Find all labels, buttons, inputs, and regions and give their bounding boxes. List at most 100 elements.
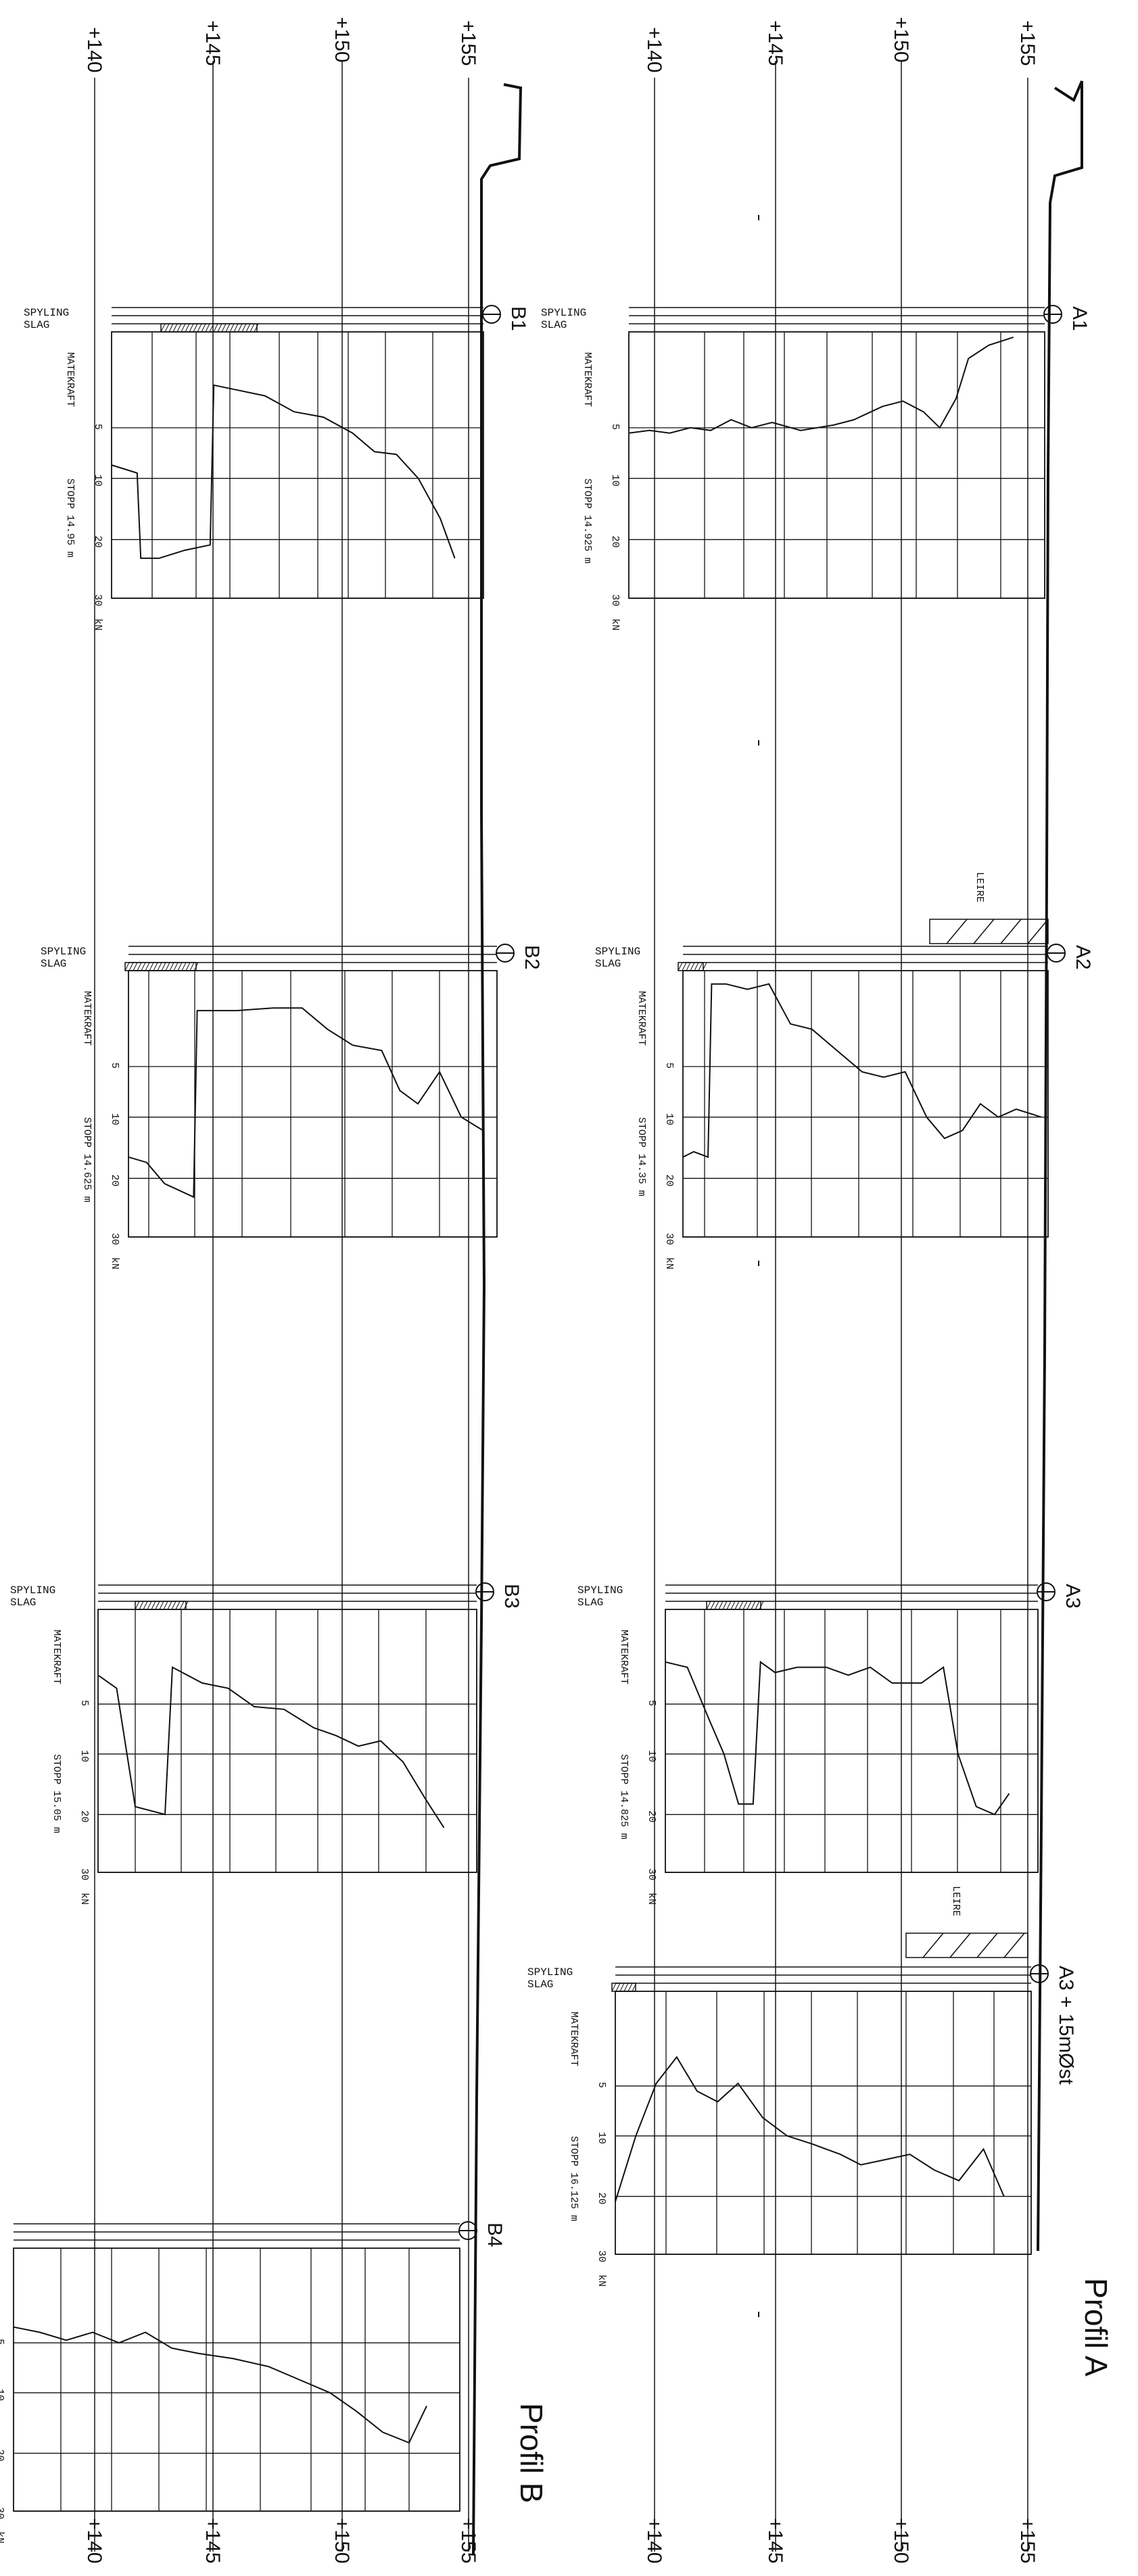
hatch-mark xyxy=(135,1601,140,1610)
hatch-mark xyxy=(167,1601,172,1610)
resistance-curve xyxy=(128,1007,483,1198)
stopp-label: STOPP 14.95 m xyxy=(64,479,76,558)
force-tick-label: 20 xyxy=(78,1810,90,1822)
hatch-mark xyxy=(759,1601,764,1610)
hatch-mark xyxy=(181,962,187,971)
hatch-mark xyxy=(690,962,695,971)
stopp-label: STOPP 15.05 m xyxy=(51,1754,62,1833)
force-tick-label: 5 xyxy=(109,1063,120,1069)
hatch-mark xyxy=(718,1601,724,1610)
hatch-mark xyxy=(221,323,227,333)
hatch-mark xyxy=(193,323,198,333)
force-tick-label: 5 xyxy=(0,2339,5,2345)
hatch-mark xyxy=(245,323,251,333)
hatch-mark xyxy=(632,1983,637,1992)
hatch-mark xyxy=(164,323,170,333)
hatch-mark xyxy=(694,962,699,971)
hatch-mark xyxy=(710,1601,715,1610)
leire-hatch xyxy=(1003,1933,1025,1958)
hatch-mark xyxy=(157,962,162,971)
sounding-id: B4 xyxy=(483,2222,506,2247)
force-tick-label: 30 xyxy=(0,2507,5,2519)
hatch-mark xyxy=(165,962,170,971)
unit-label: kN xyxy=(596,2275,607,2287)
hatch-mark xyxy=(189,962,195,971)
tick-label: +155 xyxy=(1016,2518,1039,2564)
matekraft-label: MATEKRAFT xyxy=(81,991,93,1046)
resistance-curve xyxy=(665,1660,1010,1816)
tick-label: +150 xyxy=(331,17,353,63)
hatch-mark xyxy=(615,1983,621,1992)
hatch-mark xyxy=(139,1601,144,1610)
hatch-mark xyxy=(179,1601,185,1610)
tick-label: +150 xyxy=(890,2518,912,2564)
tick-label: +150 xyxy=(890,17,912,63)
resistance-curve xyxy=(682,983,1042,1159)
tick-label: +155 xyxy=(457,2518,479,2564)
hatch-mark xyxy=(225,323,231,333)
hatch-mark xyxy=(702,962,707,971)
hatch-mark xyxy=(169,962,174,971)
force-tick-label: 30 xyxy=(663,1233,675,1245)
hatch-mark xyxy=(155,1601,160,1610)
hatch-mark xyxy=(193,962,199,971)
force-tick-label: 30 xyxy=(109,1233,120,1245)
hatch-mark xyxy=(738,1601,744,1610)
tick-label: +140 xyxy=(83,27,105,73)
hatch-mark xyxy=(171,1601,176,1610)
hatch-mark xyxy=(751,1601,756,1610)
hatch-mark xyxy=(197,323,202,333)
force-tick-label: 10 xyxy=(663,1113,675,1125)
slag-label: SLAG xyxy=(595,958,621,970)
hatch-mark xyxy=(124,962,130,971)
hatch-mark xyxy=(755,1601,760,1610)
leire-hatch xyxy=(976,1933,998,1958)
force-tick-label: 10 xyxy=(646,1750,657,1762)
leire-hatch xyxy=(946,919,968,944)
tick-label: +150 xyxy=(331,2518,353,2564)
sounding-id: A2 xyxy=(1072,945,1094,970)
matekraft-label: MATEKRAFT xyxy=(64,352,76,407)
spyling-label: SPYLING xyxy=(595,946,640,958)
force-tick-label: 20 xyxy=(109,1174,120,1186)
stopp-label: STOPP 14.35 m xyxy=(636,1117,647,1196)
hatch-mark xyxy=(682,962,687,971)
hatch-mark xyxy=(168,323,174,333)
hatch-mark xyxy=(143,1601,148,1610)
hatch-mark xyxy=(734,1601,740,1610)
leire-block xyxy=(905,1933,1028,1958)
force-tick-label: 10 xyxy=(92,475,103,487)
force-tick-label: 20 xyxy=(646,1810,657,1822)
hatch-mark xyxy=(137,962,142,971)
hatch-mark xyxy=(233,323,239,333)
leire-label: LEIRE xyxy=(950,1886,962,1916)
force-tick-label: 20 xyxy=(92,535,103,548)
stopp-label: STOPP 14.925 m xyxy=(582,479,593,564)
force-tick-label: 5 xyxy=(78,1700,90,1706)
hatch-mark xyxy=(254,323,259,333)
resistance-curve xyxy=(615,2056,1005,2202)
hatch-mark xyxy=(623,1983,629,1992)
hatch-mark xyxy=(726,1601,732,1610)
force-tick-label: 5 xyxy=(663,1063,675,1069)
force-tick-label: 30 xyxy=(646,1868,657,1880)
matekraft-label: MATEKRAFT xyxy=(618,1630,630,1684)
spyling-label: SPYLING xyxy=(541,307,586,319)
stopp-label: STOPP 14.825 m xyxy=(618,1754,630,1839)
force-tick-label: 5 xyxy=(596,2082,607,2088)
force-tick-label: 10 xyxy=(596,2132,607,2144)
hatch-mark xyxy=(183,1601,189,1610)
unit-label: kN xyxy=(92,618,103,631)
profile-b-title: Profil B xyxy=(514,2403,549,2503)
hatch-mark xyxy=(185,323,190,333)
resistance-curve xyxy=(13,2326,427,2444)
hatch-mark xyxy=(185,962,191,971)
force-tick-label: 10 xyxy=(78,1750,90,1762)
force-tick-label: 20 xyxy=(663,1174,675,1186)
hatch-mark xyxy=(217,323,222,333)
